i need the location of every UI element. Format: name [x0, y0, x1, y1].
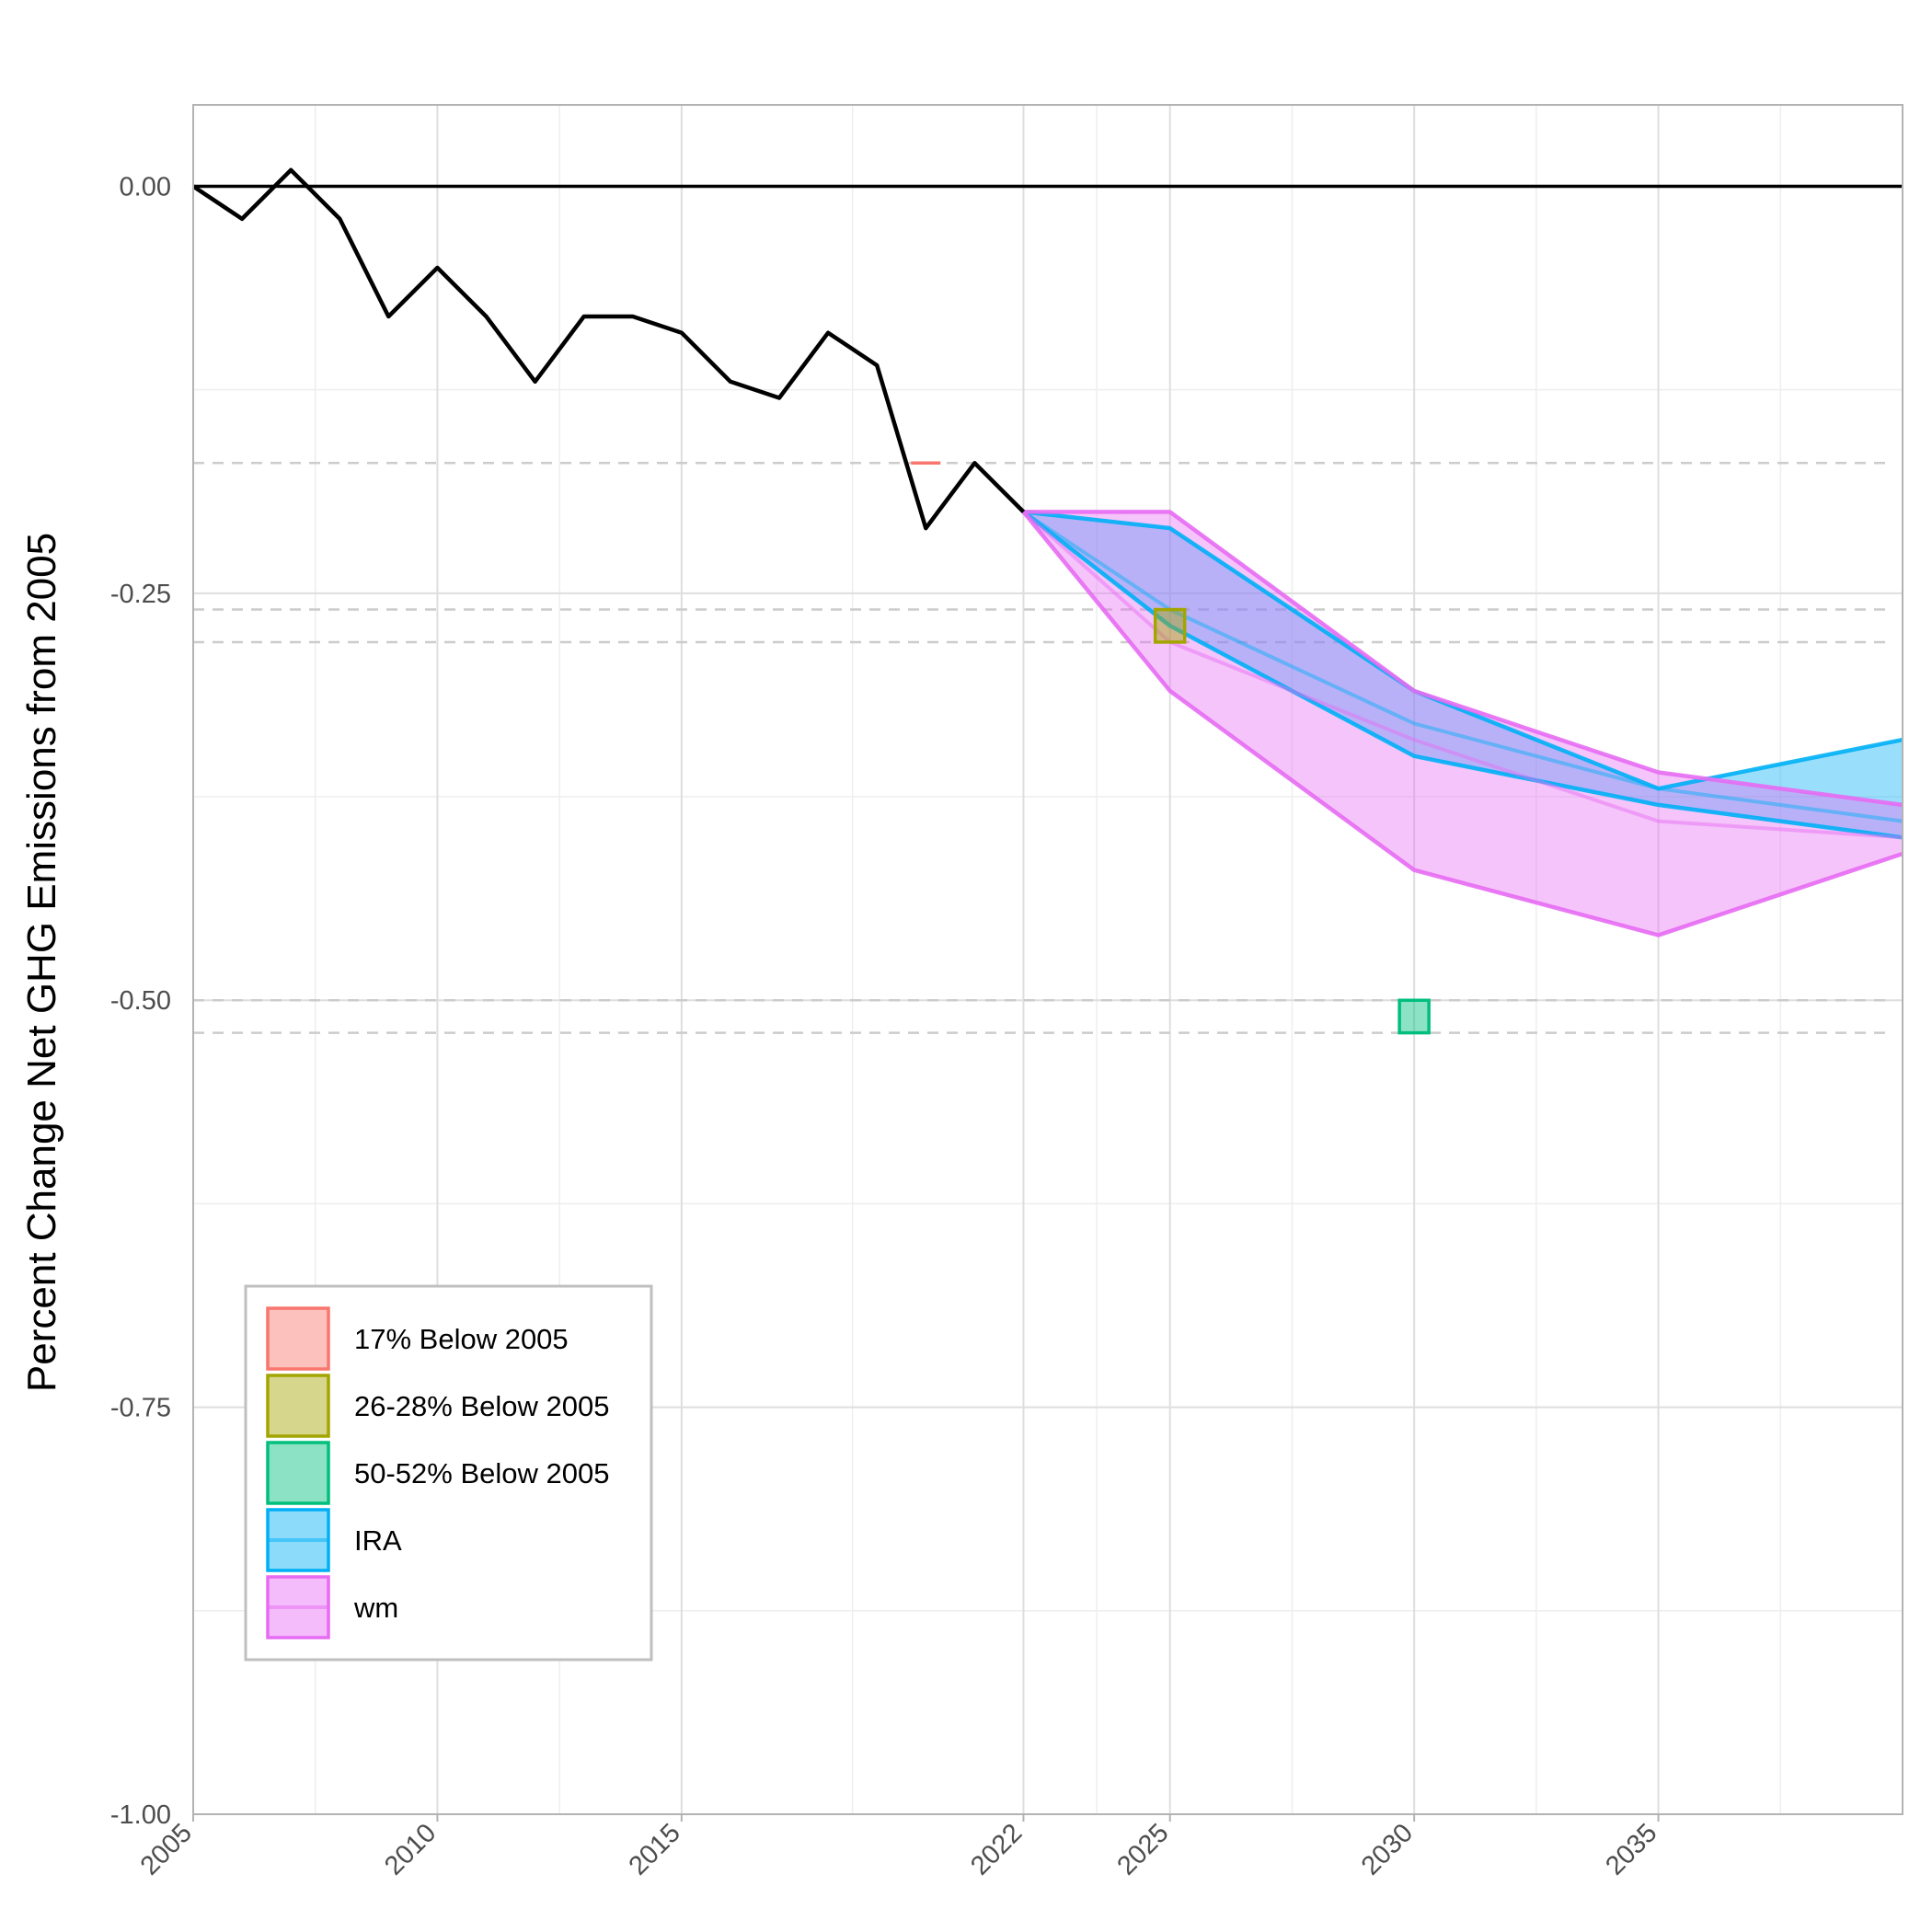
legend-label-ira: IRA [354, 1524, 402, 1557]
legend-label-26-28-below-2005: 26-28% Below 2005 [354, 1390, 609, 1422]
upper-line-wm [1023, 510, 1903, 808]
plot-border [192, 104, 1903, 1815]
legend-label-17-below-2005: 17% Below 2005 [354, 1323, 569, 1355]
y-axis-ticks: 0.00 -0.25 -0.50 -0.75 -1.00 [110, 172, 171, 1830]
y-axis-title: Percent Change Net GHG Emissions from 20… [19, 533, 64, 1392]
legend-key-26-28-below-2005 [266, 1374, 330, 1438]
target-26-28-below-2005 [1153, 607, 1187, 644]
lower-line-ira [1022, 510, 1903, 840]
ribbon-ira [1023, 512, 1903, 838]
target-50-52-below-2005 [1397, 998, 1431, 1035]
y-tick-label: -0.75 [110, 1394, 171, 1423]
median-line-wm [1022, 510, 1903, 840]
legend-label-50-52-below-2005: 50-52% Below 2005 [354, 1457, 609, 1489]
legend: 17% Below 2005 26-28% Below 2005 50-52% Be… [244, 1284, 653, 1662]
legend-label-wm: wm [353, 1592, 398, 1624]
reference-lines [193, 462, 1890, 1034]
y-tick-label: -0.25 [110, 580, 171, 609]
legend-box [244, 1284, 653, 1662]
y-tick-label: -0.50 [110, 986, 171, 1016]
legend-key-17-below-2005 [266, 1306, 330, 1371]
series-lines [191, 167, 1903, 937]
y-tick-label: 0.00 [120, 172, 171, 201]
lower-line-wm [1021, 510, 1903, 937]
ribbon-wm [1023, 512, 1903, 936]
historical-emissions-line [191, 167, 1026, 531]
y-tick-label: -1.00 [110, 1800, 171, 1830]
projection-ribbons [1023, 512, 1903, 936]
median-line-ira [1022, 510, 1903, 823]
legend-key-50-52-below-2005 [266, 1441, 330, 1505]
target-markers [911, 461, 1431, 1035]
